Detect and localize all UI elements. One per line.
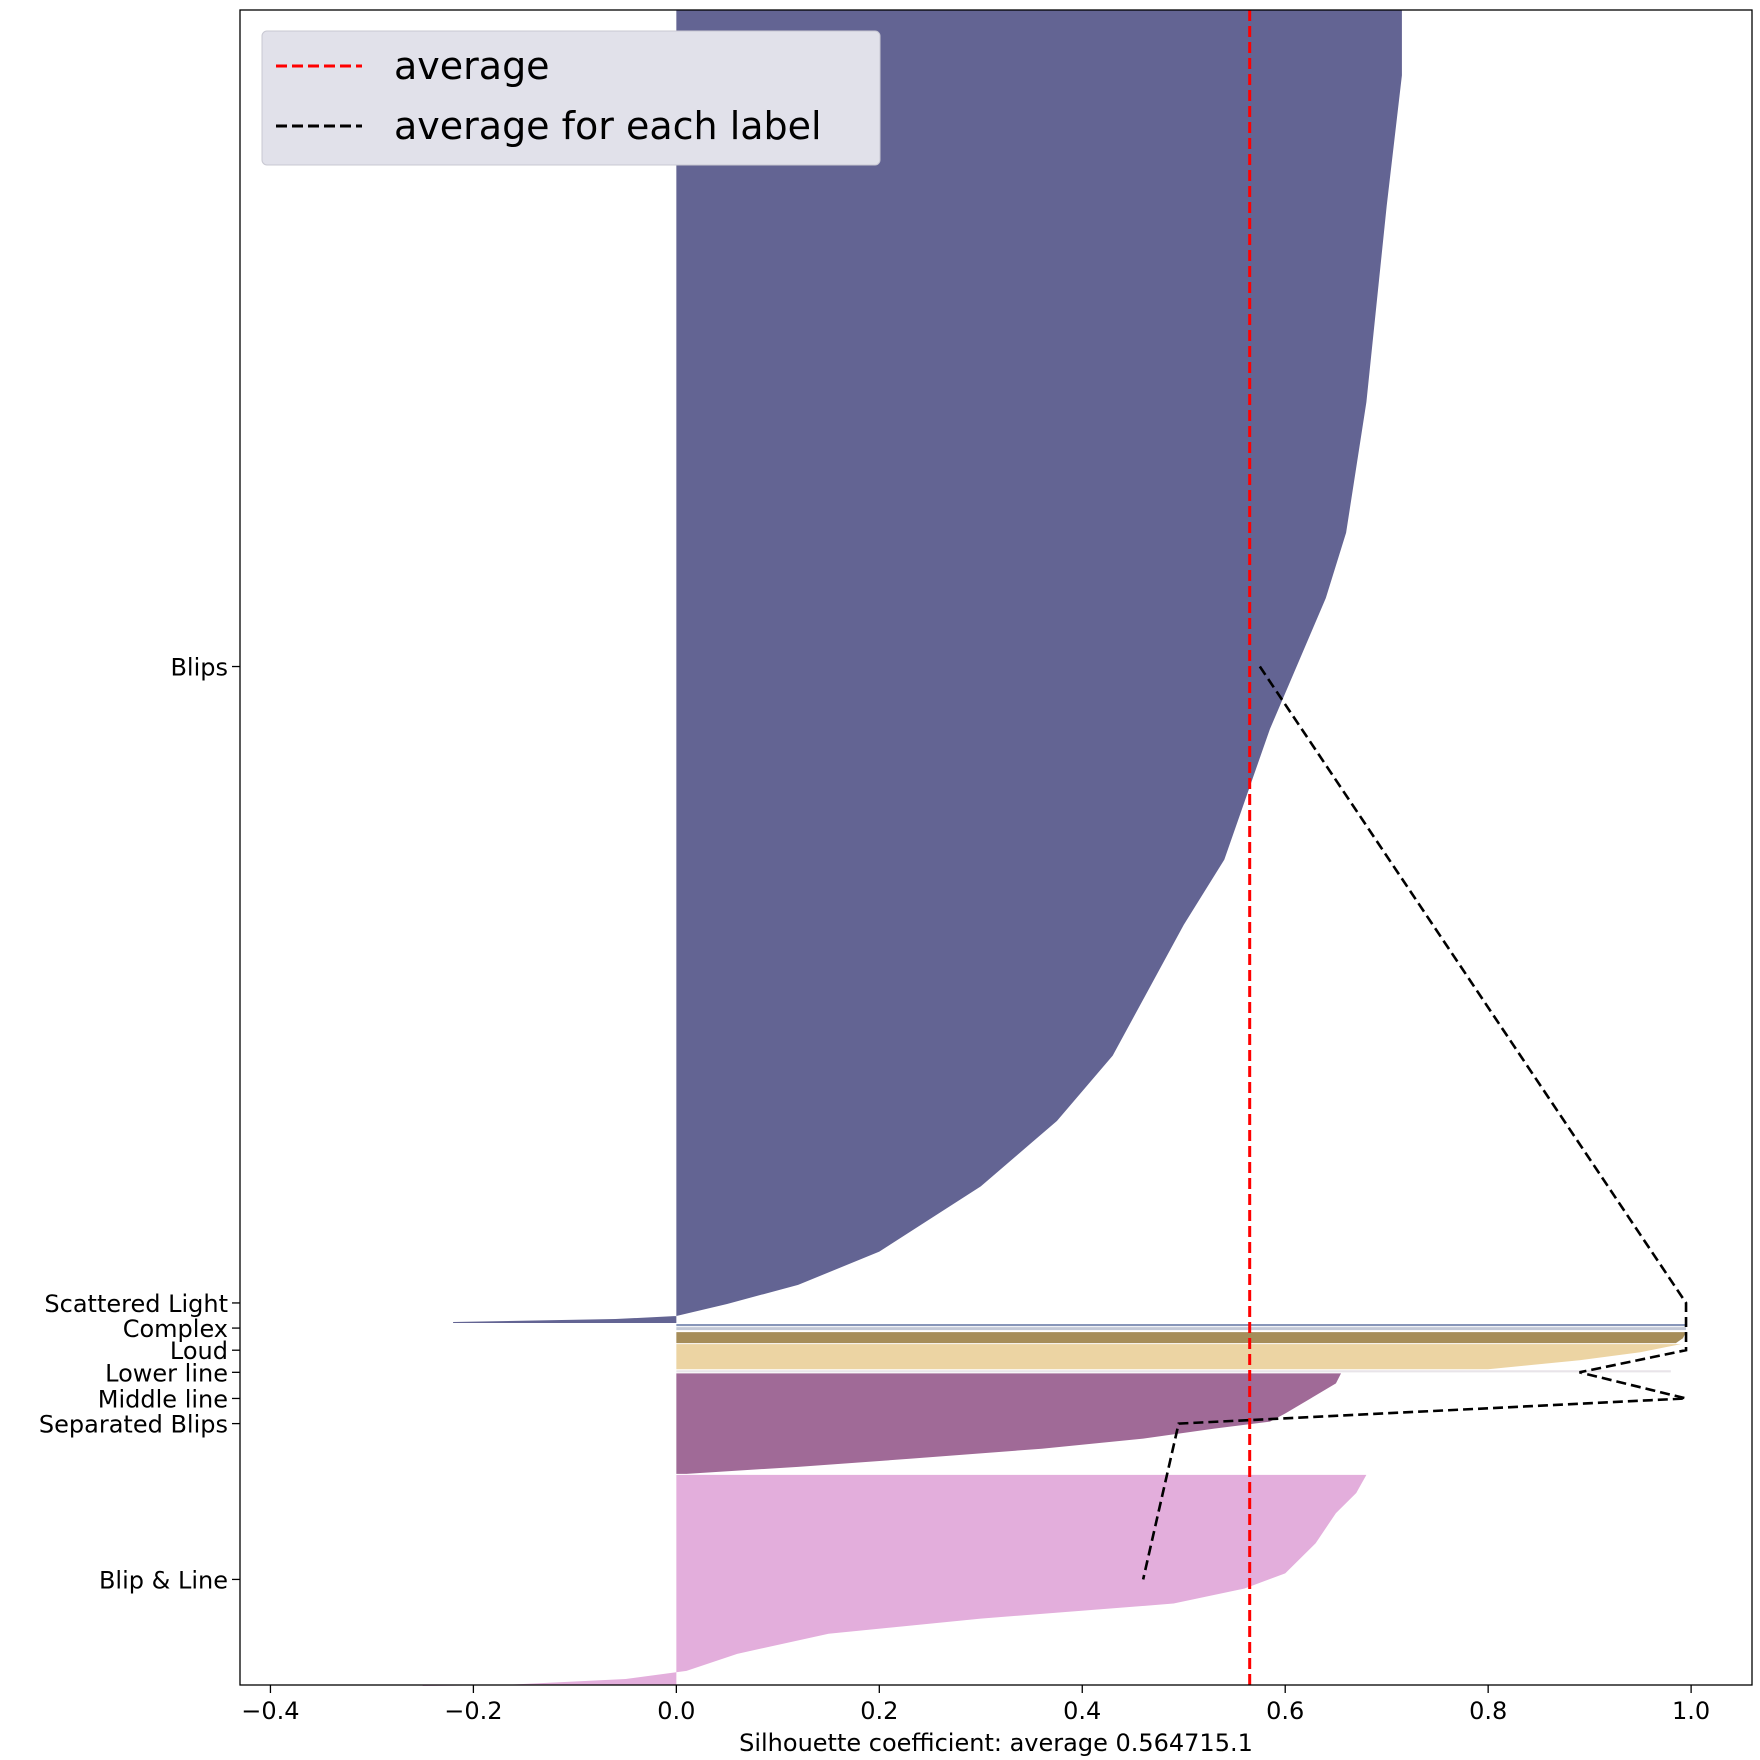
y-tick-label-scattered-light: Scattered Light [44,1290,228,1318]
x-tick-label: −0.4 [241,1697,299,1725]
cluster-area-blips [453,10,1402,1324]
y-tick-label-lower-line: Lower line [105,1359,228,1387]
cluster-areas [422,10,1687,1687]
x-tick-label: 1.0 [1672,1697,1710,1725]
y-tick-label-complex: Complex [123,1315,228,1343]
y-tick-label-blips: Blips [170,654,228,682]
cluster-area-lower-line [676,1344,1681,1370]
x-tick-label: 0.8 [1469,1697,1507,1725]
x-tick-label: −0.2 [444,1697,502,1725]
cluster-area-blip-line [422,1474,1367,1687]
label-average-line-group [1141,665,1688,1580]
x-tick-label: 0.4 [1063,1697,1101,1725]
y-tick-label-separated-blips: Separated Blips [39,1411,228,1439]
plot-frame [239,9,1753,1686]
y-tick-label-blip-line: Blip & Line [99,1566,228,1594]
x-tick-label: 0.0 [657,1697,695,1725]
cluster-area-loud [676,1332,1687,1344]
y-tick-label-middle-line: Middle line [98,1385,228,1413]
cluster-area-scattered-light [676,1324,1687,1327]
label-average-line [1141,665,1688,1580]
legend-label: average for each label [394,104,822,148]
legend-label: average [394,44,550,88]
legend-box [261,30,881,166]
cluster-area-complex [676,1327,1687,1331]
x-tick-label: 0.6 [1266,1697,1304,1725]
cluster-area-separated-blips [676,1373,1342,1474]
y-tick-label-loud: Loud [170,1337,228,1365]
cluster-area-middle-line [676,1370,1671,1373]
x-axis: −0.4 −0.2 0.0 0.2 0.4 0.6 0.8 1.0 [241,1685,1710,1725]
x-axis-label: Silhouette coefficient: average 0.564715… [739,1729,1253,1757]
x-tick-label: 0.2 [860,1697,898,1725]
legend: average average for each label [261,30,881,166]
